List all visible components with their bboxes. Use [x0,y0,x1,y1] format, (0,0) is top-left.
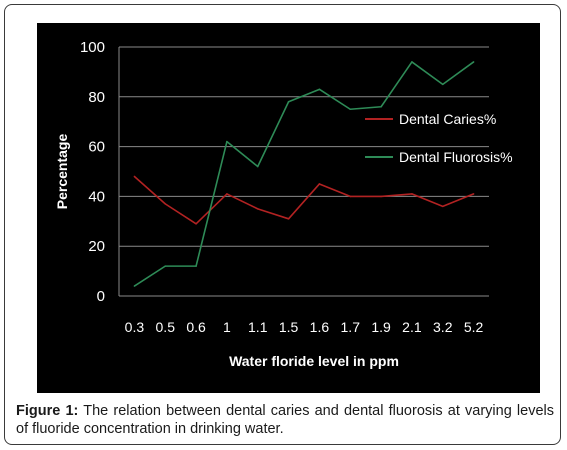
legend-label-dental-fluorosis: Dental Fluorosis% [399,149,513,165]
data-point-dental-fluorosis-0 [133,285,136,287]
data-point-dental-caries-2 [195,222,197,225]
y-tick-label-80: 80 [88,89,105,106]
data-point-dental-fluorosis-1 [164,265,167,267]
data-point-dental-fluorosis-6 [318,88,321,91]
data-point-dental-caries-6 [318,183,321,185]
data-point-dental-caries-5 [287,218,290,220]
data-point-dental-caries-7 [349,195,352,198]
figure-frame: 0 20 40 60 80 100 0.3 0.5 0.6 1 1.1 1.5 1.6 1.7 1.9 2.1… [4,4,561,445]
x-tick-label-0.5: 0.5 [156,319,176,335]
data-point-dental-caries-9 [411,193,413,195]
data-point-dental-fluorosis-10 [441,83,444,86]
legend-label-dental-caries: Dental Caries% [399,111,496,127]
y-tick-label-40: 40 [88,188,105,205]
caption-text: The relation between dental caries and d… [16,403,554,437]
data-point-dental-fluorosis-5 [287,100,290,103]
chart-panel: 0 20 40 60 80 100 0.3 0.5 0.6 1 1.1 1.5 1.6 1.7 1.9 2.1… [37,23,540,393]
x-tick-label-1.7: 1.7 [341,319,361,335]
x-tick-label-0.3: 0.3 [125,319,145,335]
x-tick-label-1.6: 1.6 [310,319,330,335]
x-tick-label-1.5: 1.5 [279,319,299,335]
x-tick-label-0.6: 0.6 [186,319,206,335]
x-tick-label-5.2: 5.2 [464,319,484,335]
x-tick-label-1: 1 [223,319,231,335]
data-point-dental-fluorosis-8 [380,105,382,108]
data-point-dental-fluorosis-11 [472,61,475,63]
x-tick-label-1.1: 1.1 [248,319,268,335]
x-tick-label-1.9: 1.9 [371,319,391,335]
x-axis-title: Water floride level in ppm [229,353,399,369]
data-point-dental-caries-3 [226,193,228,195]
data-point-dental-fluorosis-2 [195,265,197,267]
series-line-dental-caries [133,175,474,225]
caption-label: Figure 1: [16,403,79,419]
data-point-dental-fluorosis-9 [411,61,413,63]
x-tick-label-2.1: 2.1 [402,319,422,335]
data-point-dental-caries-11 [472,193,475,195]
series-line-dental-fluorosis [133,61,475,287]
figure-caption: Figure 1: The relation between dental ca… [16,402,554,438]
x-tick-label-3.2: 3.2 [433,319,453,335]
y-tick-label-100: 100 [80,39,105,56]
y-tick-label-0: 0 [97,288,105,305]
data-point-dental-caries-1 [164,203,167,205]
line-chart: 0 20 40 60 80 100 0.3 0.5 0.6 1 1.1 1.5 1.6 1.7 1.9 2.1… [54,39,513,369]
data-point-dental-fluorosis-4 [256,165,259,168]
data-point-dental-caries-10 [441,205,444,208]
data-point-dental-fluorosis-7 [349,108,352,111]
data-point-dental-caries-4 [256,208,259,210]
y-axis-title: Percentage [54,134,70,210]
y-tick-label-60: 60 [88,139,105,156]
data-point-dental-caries-0 [133,175,136,178]
y-tick-label-20: 20 [88,238,105,255]
data-point-dental-fluorosis-3 [226,140,228,143]
data-point-dental-caries-8 [380,195,382,198]
